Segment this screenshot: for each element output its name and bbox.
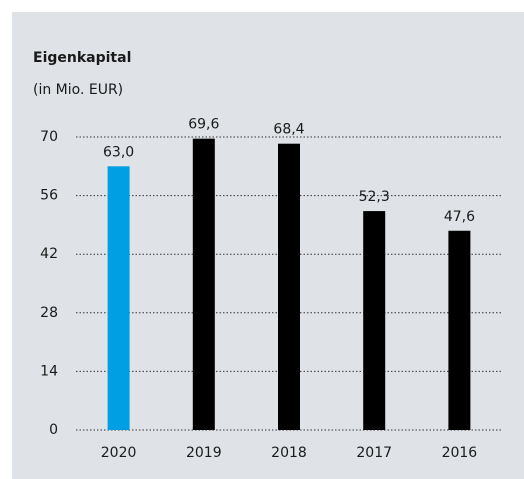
y-tick-label: 70 [40,129,58,145]
bar [363,211,386,430]
value-label: 52,3 [359,189,390,205]
bar [192,138,215,430]
y-tick-label: 42 [40,246,58,262]
x-tick-label: 2020 [101,445,137,461]
bar [278,143,300,430]
x-tick-label: 2018 [271,445,307,461]
value-label: 69,6 [188,117,219,133]
value-label: 47,6 [444,209,475,225]
x-tick-label: 2019 [186,445,222,461]
x-tick-label: 2016 [442,445,478,461]
bar [448,230,471,430]
y-tick-label: 14 [40,363,58,379]
value-label: 63,0 [103,144,134,160]
value-label: 68,4 [273,122,304,138]
chart-subtitle: (in Mio. EUR) [33,82,123,98]
bar [107,166,130,431]
chart-title: Eigenkapital [33,50,131,66]
y-tick-label: 0 [49,422,58,438]
panel-background [12,12,524,479]
y-tick-label: 56 [40,188,58,204]
x-tick-label: 2017 [356,445,392,461]
y-tick-label: 28 [40,305,58,321]
